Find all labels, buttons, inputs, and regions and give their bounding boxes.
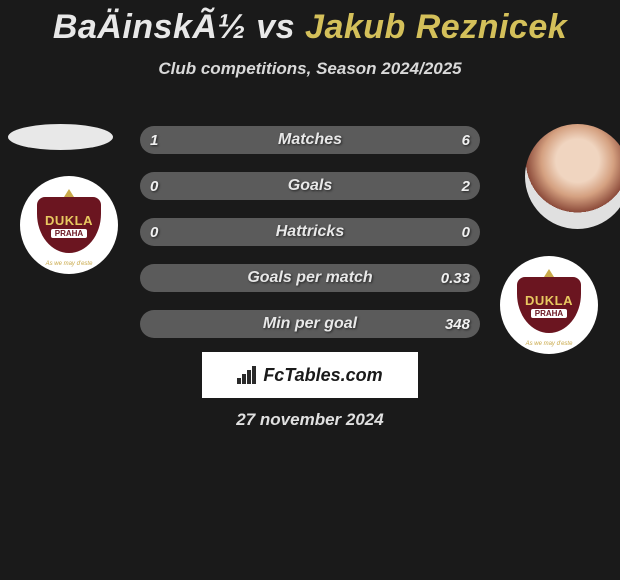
stats-table: 1 Matches 6 0 Goals 2 0 Hattricks 0 Goal… xyxy=(140,126,480,356)
stat-left-value: 0 xyxy=(150,224,158,241)
stat-left-value: 0 xyxy=(150,178,158,195)
stat-right-value: 0 xyxy=(462,224,470,241)
branding-box[interactable]: FcTables.com xyxy=(202,352,418,398)
club-motto: As we may d'este xyxy=(526,341,573,347)
page-title: BaÄinskÃ½ vs Jakub Reznicek xyxy=(0,0,620,47)
stat-label: Min per goal xyxy=(263,315,357,333)
stat-row-min-per-goal: Min per goal 348 xyxy=(140,310,480,338)
bar-chart-icon xyxy=(237,366,259,384)
stat-row-goals: 0 Goals 2 xyxy=(140,172,480,200)
club-name-1: DUKLA xyxy=(45,213,93,228)
player1-name: BaÄinskÃ½ xyxy=(53,8,246,46)
player2-avatar xyxy=(525,124,620,229)
club-name-2: PRAHA xyxy=(531,309,567,318)
stat-row-matches: 1 Matches 6 xyxy=(140,126,480,154)
stat-row-hattricks: 0 Hattricks 0 xyxy=(140,218,480,246)
stat-label: Matches xyxy=(278,131,342,149)
vs-text: vs xyxy=(256,8,295,46)
stat-row-goals-per-match: Goals per match 0.33 xyxy=(140,264,480,292)
club-name-2: PRAHA xyxy=(51,229,87,238)
club-shield-icon: DUKLA PRAHA As we may d'este xyxy=(37,197,101,253)
stat-left-value: 1 xyxy=(150,132,158,149)
player2-club-badge: DUKLA PRAHA As we may d'este xyxy=(500,256,598,354)
player1-avatar xyxy=(8,124,113,150)
stat-right-value: 348 xyxy=(445,316,470,333)
club-motto: As we may d'este xyxy=(46,261,93,267)
player1-club-badge: DUKLA PRAHA As we may d'este xyxy=(20,176,118,274)
stat-right-value: 2 xyxy=(462,178,470,195)
club-shield-icon: DUKLA PRAHA As we may d'este xyxy=(517,277,581,333)
stat-label: Hattricks xyxy=(276,223,344,241)
stat-right-value: 0.33 xyxy=(441,270,470,287)
club-name-1: DUKLA xyxy=(525,293,573,308)
subtitle: Club competitions, Season 2024/2025 xyxy=(0,59,620,79)
branding-text: FcTables.com xyxy=(263,365,382,386)
date-text: 27 november 2024 xyxy=(0,410,620,430)
stat-label: Goals xyxy=(288,177,332,195)
stat-right-value: 6 xyxy=(462,132,470,149)
stat-label: Goals per match xyxy=(247,269,372,287)
player2-name: Jakub Reznicek xyxy=(305,8,567,46)
